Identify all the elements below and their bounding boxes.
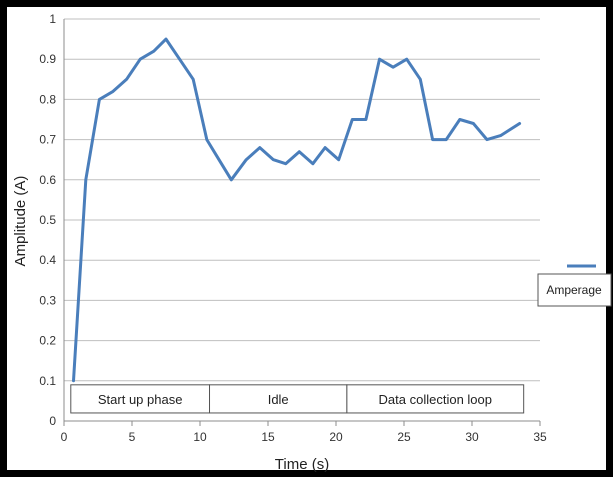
series-line-amperage xyxy=(72,37,522,383)
data-point xyxy=(323,146,327,149)
data-point xyxy=(205,138,208,141)
data-point xyxy=(311,162,315,165)
x-tick-label: 25 xyxy=(397,430,411,444)
y-tick-label: 0.8 xyxy=(39,92,56,106)
data-point xyxy=(192,78,195,81)
data-point xyxy=(164,37,168,41)
data-point xyxy=(152,49,155,53)
legend-box xyxy=(537,273,612,307)
phase-box xyxy=(209,384,348,414)
axes xyxy=(63,19,541,426)
data-point xyxy=(499,134,502,137)
data-point xyxy=(272,158,275,161)
data-point xyxy=(351,118,354,121)
x-tick-label: 10 xyxy=(193,430,207,444)
data-point xyxy=(245,158,248,161)
y-tick-label: 1 xyxy=(49,12,56,26)
y-tick-label: 0.4 xyxy=(39,253,56,267)
y-tick-label: 0.5 xyxy=(39,213,56,227)
y-tick-label: 0 xyxy=(49,414,56,428)
data-point xyxy=(391,66,395,69)
phase-box xyxy=(346,384,525,414)
data-point xyxy=(111,90,115,93)
data-point xyxy=(472,122,475,125)
data-point xyxy=(337,158,340,161)
y-tick-labels: 0 0.1 0.2 0.3 0.4 0.5 0.6 0.7 0.8 0.9 1 xyxy=(39,12,56,428)
y-tick-label: 0.1 xyxy=(39,374,56,388)
data-point xyxy=(72,379,75,382)
gridlines xyxy=(64,18,540,382)
phase-label: Data collection loop xyxy=(379,392,492,407)
data-point xyxy=(518,122,521,125)
data-point xyxy=(178,58,181,61)
data-point xyxy=(485,138,489,141)
data-point xyxy=(419,78,422,81)
data-point xyxy=(230,178,233,181)
x-tick-label: 15 xyxy=(261,430,275,444)
data-point xyxy=(98,98,101,101)
y-tick-label: 0.3 xyxy=(39,293,56,307)
phase-label: Start up phase xyxy=(98,392,183,407)
data-point xyxy=(298,150,301,153)
x-tick-label: 30 xyxy=(465,430,479,444)
x-tick-label: 35 xyxy=(533,430,547,444)
x-axis-label: Time (s) xyxy=(275,456,329,473)
data-point xyxy=(138,58,142,61)
data-point xyxy=(284,162,287,165)
data-point xyxy=(458,118,461,121)
legend-label: Amperage xyxy=(546,283,602,297)
phase-label: Idle xyxy=(268,392,289,407)
data-point xyxy=(405,58,408,61)
x-tick-label: 0 xyxy=(61,430,68,444)
data-point xyxy=(258,146,262,149)
x-tick-label: 20 xyxy=(329,430,343,444)
data-point xyxy=(125,78,128,81)
y-tick-label: 0.2 xyxy=(39,334,56,348)
legend: Amperage xyxy=(537,264,612,307)
x-tick-labels: 0 5 10 15 20 25 30 35 xyxy=(61,430,547,444)
series-group xyxy=(72,37,522,383)
phase-annotations: Start up phase Idle Data collection loop xyxy=(70,384,525,414)
x-tick-label: 5 xyxy=(129,430,136,444)
y-tick-label: 0.7 xyxy=(39,133,56,147)
y-tick-label: 0.6 xyxy=(39,173,56,187)
data-point xyxy=(431,138,434,141)
data-point xyxy=(364,118,368,121)
y-axis-label: Amplitude (A) xyxy=(12,176,29,267)
y-tick-label: 0.9 xyxy=(39,52,56,66)
data-point xyxy=(444,138,448,141)
data-point xyxy=(217,158,221,161)
data-point xyxy=(84,178,87,181)
data-point xyxy=(378,58,381,61)
